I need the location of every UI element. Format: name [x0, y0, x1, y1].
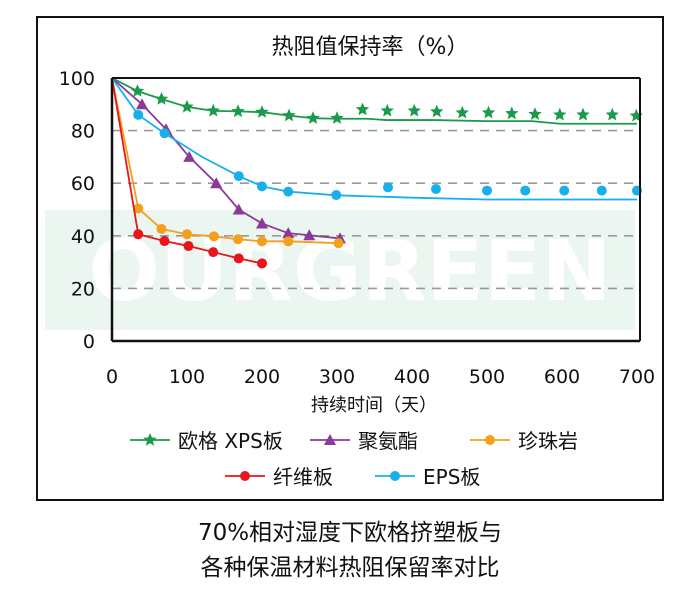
data-point: [209, 231, 219, 242]
data-point: [283, 236, 294, 247]
x-axis-label: 持续时间（天）: [311, 395, 437, 416]
caption-line-2: 各种保温材料热阻保留率对比: [200, 555, 500, 581]
x-tick-label: 400: [394, 366, 430, 388]
legend-item: EPS板: [375, 465, 480, 489]
data-point: [505, 106, 519, 120]
data-point: [208, 247, 219, 258]
series-1: [111, 77, 346, 244]
y-tick-label: 60: [71, 173, 95, 195]
data-point: [130, 84, 145, 97]
series-line: [111, 77, 341, 240]
x-tick-label: 500: [469, 366, 505, 388]
data-point: [257, 181, 267, 192]
data-point: [257, 258, 267, 269]
data-point: [306, 111, 320, 124]
data-point: [283, 186, 294, 197]
y-tick-label: 20: [71, 278, 95, 300]
series-4: [111, 77, 642, 201]
x-tick-label: 0: [106, 366, 118, 388]
data-point: [520, 185, 531, 196]
watermark: OURGREEN: [45, 210, 635, 330]
data-point: [233, 171, 244, 182]
data-point: [282, 227, 295, 239]
data-point: [303, 229, 316, 241]
data-point: [136, 98, 148, 110]
x-tick-label: 300: [319, 366, 355, 388]
data-point: [210, 177, 223, 189]
legend-label: 纤维板: [273, 465, 333, 489]
legend-marker: [240, 471, 250, 481]
data-point: [183, 241, 194, 252]
series-3: [111, 77, 267, 269]
data-point: [559, 185, 570, 196]
data-point: [380, 103, 394, 117]
y-tick-label: 80: [71, 121, 95, 143]
data-point: [133, 109, 144, 120]
data-point: [232, 203, 245, 215]
legend-label: 珍珠岩: [518, 429, 578, 453]
data-point: [133, 203, 144, 214]
caption-line-1: 70%相对湿度下欧格挤塑板与: [197, 520, 503, 546]
data-point: [431, 183, 441, 194]
data-point: [430, 104, 444, 118]
x-tick-label: 700: [619, 366, 655, 388]
x-tick-label: 100: [169, 366, 205, 388]
x-tick-label: 200: [244, 366, 280, 388]
data-point: [206, 103, 220, 117]
data-point: [282, 108, 296, 122]
y-tick-label: 40: [71, 226, 95, 248]
chart-frame: [36, 16, 664, 501]
data-point: [528, 107, 542, 120]
data-point: [154, 92, 169, 105]
data-point: [331, 190, 342, 201]
data-point: [330, 111, 344, 124]
x-tick-label: 600: [544, 366, 580, 388]
series-0: [111, 77, 643, 125]
data-point: [407, 103, 421, 117]
data-point: [255, 105, 269, 118]
data-point: [383, 182, 393, 193]
data-point: [183, 150, 196, 162]
data-point: [156, 223, 167, 234]
data-point: [553, 107, 567, 121]
data-point: [455, 105, 469, 119]
data-point: [482, 185, 492, 196]
chart-title: 热阻值保持率（%）: [272, 35, 469, 60]
legend-label: 聚氨酯: [358, 429, 418, 453]
y-tick-label: 0: [83, 331, 95, 353]
data-point: [256, 217, 268, 229]
chart: OURGREEN 热阻值保持率（%） 0 20 40 60 80 100 0 100 200 30…: [36, 16, 664, 501]
legend-item: 珍珠岩: [470, 429, 578, 453]
data-point: [133, 229, 144, 240]
data-point: [159, 128, 170, 139]
data-point: [355, 102, 370, 116]
legend-item: 纤维板: [225, 465, 333, 489]
data-point: [159, 236, 170, 247]
y-tick-label: 100: [59, 68, 95, 90]
legend-marker: [390, 471, 400, 481]
data-point: [481, 105, 496, 119]
legend-item: 聚氨酯: [310, 429, 418, 453]
data-point: [576, 107, 590, 121]
data-point: [257, 236, 267, 247]
data-point: [180, 99, 194, 113]
legend-marker: [324, 434, 336, 445]
legend-marker: [485, 435, 495, 445]
legend-label: EPS板: [423, 465, 480, 489]
data-point: [605, 107, 619, 121]
data-point: [333, 238, 344, 249]
data-point: [233, 253, 244, 264]
data-point: [596, 185, 607, 196]
legend-label: 欧格 XPS板: [178, 429, 283, 453]
legend-marker: [143, 433, 157, 446]
legend-item: 欧格 XPS板: [130, 429, 283, 453]
watermark-text: OURGREEN: [89, 222, 612, 320]
series-2: [111, 77, 344, 249]
data-point: [231, 104, 245, 118]
data-point: [182, 229, 192, 240]
data-point: [233, 234, 243, 245]
